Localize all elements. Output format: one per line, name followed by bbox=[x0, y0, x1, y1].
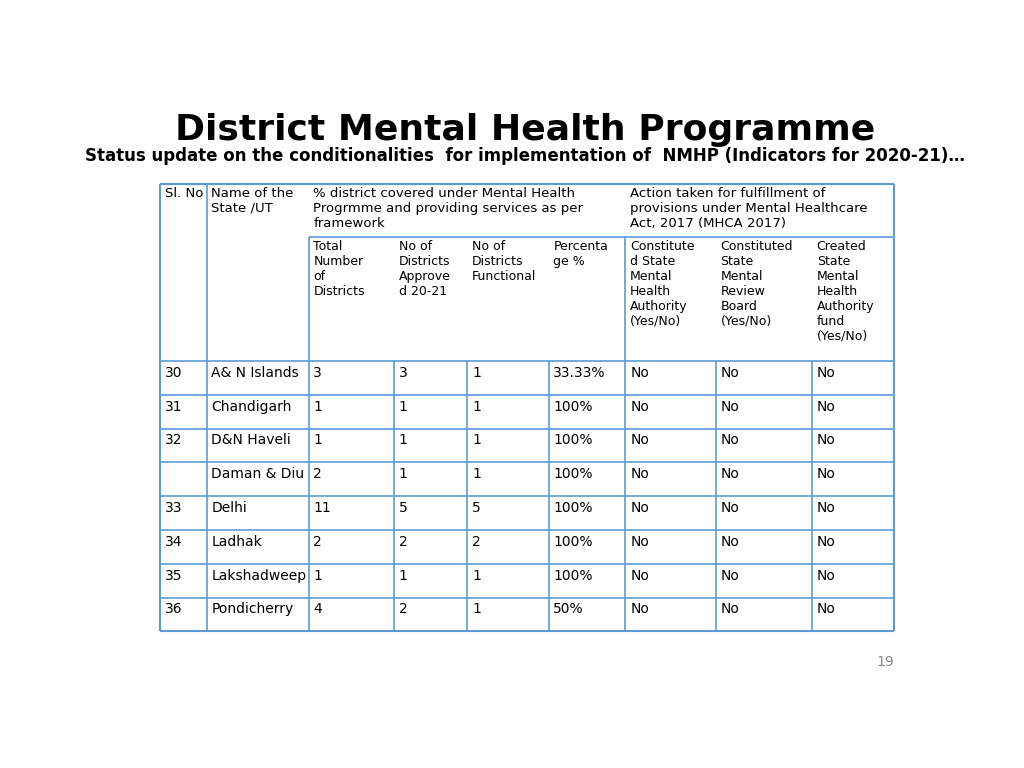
Text: 2: 2 bbox=[472, 535, 481, 549]
Text: No of
Districts
Approve
d 20-21: No of Districts Approve d 20-21 bbox=[398, 240, 451, 298]
Text: 2: 2 bbox=[313, 467, 323, 482]
Text: 35: 35 bbox=[165, 568, 182, 583]
Text: No: No bbox=[721, 535, 739, 549]
Text: No: No bbox=[817, 602, 836, 617]
Text: No: No bbox=[630, 568, 649, 583]
Text: District Mental Health Programme: District Mental Health Programme bbox=[175, 113, 874, 147]
Text: 1: 1 bbox=[472, 467, 481, 482]
Text: No: No bbox=[630, 501, 649, 515]
Text: A& N Islands: A& N Islands bbox=[211, 366, 299, 380]
Text: 1: 1 bbox=[472, 568, 481, 583]
Text: No: No bbox=[630, 467, 649, 482]
Text: 100%: 100% bbox=[553, 501, 593, 515]
Text: 5: 5 bbox=[472, 501, 481, 515]
Text: No: No bbox=[817, 568, 836, 583]
Text: 100%: 100% bbox=[553, 433, 593, 448]
Text: 1: 1 bbox=[398, 467, 408, 482]
Text: D&N Haveli: D&N Haveli bbox=[211, 433, 291, 448]
Text: 36: 36 bbox=[165, 602, 182, 617]
Text: 33.33%: 33.33% bbox=[553, 366, 606, 380]
Text: 50%: 50% bbox=[553, 602, 584, 617]
Text: 1: 1 bbox=[472, 602, 481, 617]
Text: 1: 1 bbox=[313, 399, 323, 414]
Text: 2: 2 bbox=[313, 535, 323, 549]
Text: 19: 19 bbox=[877, 655, 894, 669]
Text: No: No bbox=[721, 433, 739, 448]
Text: 2: 2 bbox=[398, 602, 408, 617]
Text: Action taken for fulfillment of
provisions under Mental Healthcare
Act, 2017 (MH: Action taken for fulfillment of provisio… bbox=[630, 187, 867, 230]
Text: 1: 1 bbox=[472, 433, 481, 448]
Text: Pondicherry: Pondicherry bbox=[211, 602, 294, 617]
Text: Status update on the conditionalities  for implementation of  NMHP (Indicators f: Status update on the conditionalities fo… bbox=[85, 147, 965, 164]
Text: No: No bbox=[630, 535, 649, 549]
Text: No: No bbox=[817, 433, 836, 448]
Text: 100%: 100% bbox=[553, 399, 593, 414]
Text: 100%: 100% bbox=[553, 535, 593, 549]
Text: No: No bbox=[721, 366, 739, 380]
Text: No: No bbox=[630, 602, 649, 617]
Text: No: No bbox=[817, 501, 836, 515]
Text: Created
State
Mental
Health
Authority
fund
(Yes/No): Created State Mental Health Authority fu… bbox=[817, 240, 874, 343]
Text: Total
Number
of
Districts: Total Number of Districts bbox=[313, 240, 365, 298]
Text: 100%: 100% bbox=[553, 568, 593, 583]
Text: Daman & Diu: Daman & Diu bbox=[211, 467, 304, 482]
Text: Sl. No: Sl. No bbox=[165, 187, 203, 200]
Text: 1: 1 bbox=[472, 366, 481, 380]
Text: 1: 1 bbox=[472, 399, 481, 414]
Text: No: No bbox=[817, 467, 836, 482]
Text: Lakshadweep: Lakshadweep bbox=[211, 568, 306, 583]
Text: 32: 32 bbox=[165, 433, 182, 448]
Text: No: No bbox=[721, 568, 739, 583]
Text: Chandigarh: Chandigarh bbox=[211, 399, 292, 414]
Text: No: No bbox=[817, 399, 836, 414]
Text: 1: 1 bbox=[398, 399, 408, 414]
Text: 3: 3 bbox=[398, 366, 408, 380]
Text: 31: 31 bbox=[165, 399, 182, 414]
Text: 34: 34 bbox=[165, 535, 182, 549]
Text: No: No bbox=[630, 366, 649, 380]
Text: No: No bbox=[630, 399, 649, 414]
Text: No: No bbox=[817, 535, 836, 549]
Text: No: No bbox=[630, 433, 649, 448]
Text: Ladhak: Ladhak bbox=[211, 535, 262, 549]
Text: 100%: 100% bbox=[553, 467, 593, 482]
Text: 33: 33 bbox=[165, 501, 182, 515]
Text: 1: 1 bbox=[398, 433, 408, 448]
Text: No of
Districts
Functional: No of Districts Functional bbox=[472, 240, 537, 283]
Text: No: No bbox=[721, 399, 739, 414]
Text: 1: 1 bbox=[313, 433, 323, 448]
Text: 2: 2 bbox=[398, 535, 408, 549]
Text: Delhi: Delhi bbox=[211, 501, 247, 515]
Text: 5: 5 bbox=[398, 501, 408, 515]
Text: No: No bbox=[721, 501, 739, 515]
Text: % district covered under Mental Health
Progrmme and providing services as per
fr: % district covered under Mental Health P… bbox=[313, 187, 584, 230]
Text: No: No bbox=[817, 366, 836, 380]
Text: 30: 30 bbox=[165, 366, 182, 380]
Text: 4: 4 bbox=[313, 602, 323, 617]
Text: Percenta
ge %: Percenta ge % bbox=[553, 240, 608, 267]
Text: 1: 1 bbox=[398, 568, 408, 583]
Text: 3: 3 bbox=[313, 366, 323, 380]
Text: No: No bbox=[721, 602, 739, 617]
Text: No: No bbox=[721, 467, 739, 482]
Text: Name of the
State /UT: Name of the State /UT bbox=[211, 187, 294, 215]
Text: 11: 11 bbox=[313, 501, 331, 515]
Text: Constitute
d State
Mental
Health
Authority
(Yes/No): Constitute d State Mental Health Authori… bbox=[630, 240, 694, 328]
Text: Constituted
State
Mental
Review
Board
(Yes/No): Constituted State Mental Review Board (Y… bbox=[721, 240, 793, 328]
Text: 1: 1 bbox=[313, 568, 323, 583]
